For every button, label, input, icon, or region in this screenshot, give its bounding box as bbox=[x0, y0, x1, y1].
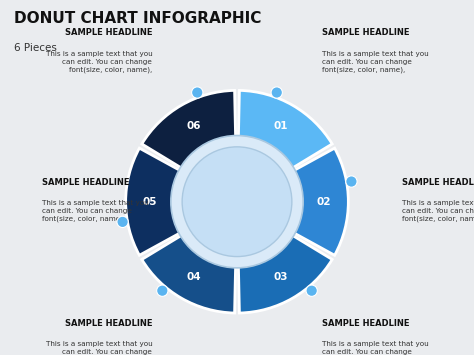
Text: 05: 05 bbox=[143, 197, 157, 207]
Circle shape bbox=[157, 285, 168, 296]
Text: SAMPLE HEADLINE: SAMPLE HEADLINE bbox=[65, 28, 152, 37]
Circle shape bbox=[346, 176, 357, 187]
Text: DONUT CHART INFOGRAPHIC: DONUT CHART INFOGRAPHIC bbox=[14, 11, 262, 26]
Text: 06: 06 bbox=[186, 121, 201, 131]
Text: This is a sample text that you
can edit. You can change
font(size, color, name),: This is a sample text that you can edit.… bbox=[322, 341, 428, 355]
Wedge shape bbox=[238, 91, 332, 169]
Text: This is a sample text that you
can edit. You can change
font(size, color, name),: This is a sample text that you can edit.… bbox=[322, 51, 428, 73]
Circle shape bbox=[171, 136, 303, 268]
Text: 02: 02 bbox=[317, 197, 331, 207]
Text: 03: 03 bbox=[273, 272, 288, 282]
Text: SAMPLE HEADLINE: SAMPLE HEADLINE bbox=[322, 319, 409, 328]
Circle shape bbox=[191, 87, 203, 98]
Text: 6 Pieces: 6 Pieces bbox=[14, 43, 57, 53]
Circle shape bbox=[182, 147, 292, 257]
Text: This is a sample text that you
can edit. You can change
font(size, color, name),: This is a sample text that you can edit.… bbox=[46, 51, 152, 73]
Text: This is a sample text that you
can edit. You can change
font(size, color, name),: This is a sample text that you can edit.… bbox=[402, 200, 474, 222]
Wedge shape bbox=[126, 148, 182, 255]
Text: This is a sample text that you
can edit. You can change
font(size, color, name),: This is a sample text that you can edit.… bbox=[42, 200, 148, 222]
Circle shape bbox=[271, 87, 283, 98]
Text: SAMPLE HEADLINE: SAMPLE HEADLINE bbox=[65, 319, 152, 328]
Wedge shape bbox=[292, 148, 348, 255]
Wedge shape bbox=[238, 234, 332, 313]
Circle shape bbox=[306, 285, 317, 296]
Text: 04: 04 bbox=[186, 272, 201, 282]
Text: SAMPLE HEADLINE: SAMPLE HEADLINE bbox=[322, 28, 409, 37]
Wedge shape bbox=[142, 234, 236, 313]
Circle shape bbox=[117, 216, 128, 228]
Text: This is a sample text that you
can edit. You can change
font(size, color, name),: This is a sample text that you can edit.… bbox=[46, 341, 152, 355]
Text: SAMPLE HEADLINE: SAMPLE HEADLINE bbox=[402, 178, 474, 186]
Text: SAMPLE HEADLINE: SAMPLE HEADLINE bbox=[42, 178, 129, 186]
Wedge shape bbox=[142, 91, 236, 169]
Text: 01: 01 bbox=[273, 121, 288, 131]
